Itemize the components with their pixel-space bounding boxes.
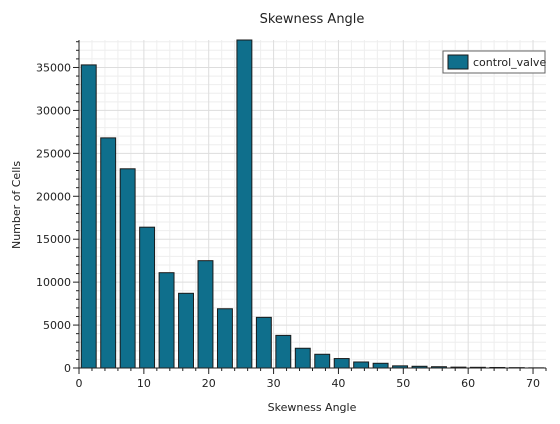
bar bbox=[315, 354, 330, 368]
chart-title: Skewness Angle bbox=[260, 12, 365, 27]
bar bbox=[237, 40, 252, 368]
x-tick-label: 0 bbox=[76, 377, 83, 390]
legend-swatch bbox=[448, 55, 468, 69]
x-tick-label: 50 bbox=[396, 377, 410, 390]
y-tick-label: 15000 bbox=[36, 233, 71, 246]
x-axis-title: Skewness Angle bbox=[268, 401, 357, 414]
bar bbox=[159, 273, 174, 368]
x-axis-ticks: 0 10 20 30 40 50 60 70 bbox=[76, 368, 547, 390]
legend: control_valve bbox=[443, 51, 546, 73]
x-tick-label: 70 bbox=[526, 377, 540, 390]
bar bbox=[217, 309, 232, 368]
x-tick-label: 20 bbox=[202, 377, 216, 390]
x-tick-label: 40 bbox=[331, 377, 345, 390]
bar bbox=[81, 65, 96, 368]
x-tick-label: 10 bbox=[137, 377, 151, 390]
y-tick-label: 30000 bbox=[36, 104, 71, 117]
bar bbox=[101, 138, 116, 368]
x-tick-label: 60 bbox=[461, 377, 475, 390]
legend-label: control_valve bbox=[473, 56, 546, 69]
x-tick-label: 30 bbox=[267, 377, 281, 390]
bar bbox=[256, 317, 271, 368]
bar bbox=[334, 359, 349, 368]
bar bbox=[354, 362, 369, 368]
y-tick-label: 0 bbox=[64, 362, 71, 375]
bar bbox=[140, 227, 155, 368]
y-tick-label: 25000 bbox=[36, 147, 71, 160]
bar bbox=[276, 335, 291, 368]
y-tick-label: 35000 bbox=[36, 61, 71, 74]
bar bbox=[198, 261, 213, 368]
bar bbox=[295, 348, 310, 368]
y-axis-ticks: 0 5000 10000 15000 20000 25000 30000 35000 bbox=[36, 42, 79, 375]
y-tick-label: 20000 bbox=[36, 190, 71, 203]
bar bbox=[120, 169, 135, 368]
y-tick-label: 10000 bbox=[36, 276, 71, 289]
y-axis-title: Number of Cells bbox=[10, 161, 23, 249]
y-tick-label: 5000 bbox=[43, 319, 71, 332]
bar bbox=[179, 293, 194, 368]
bar bbox=[373, 363, 388, 368]
